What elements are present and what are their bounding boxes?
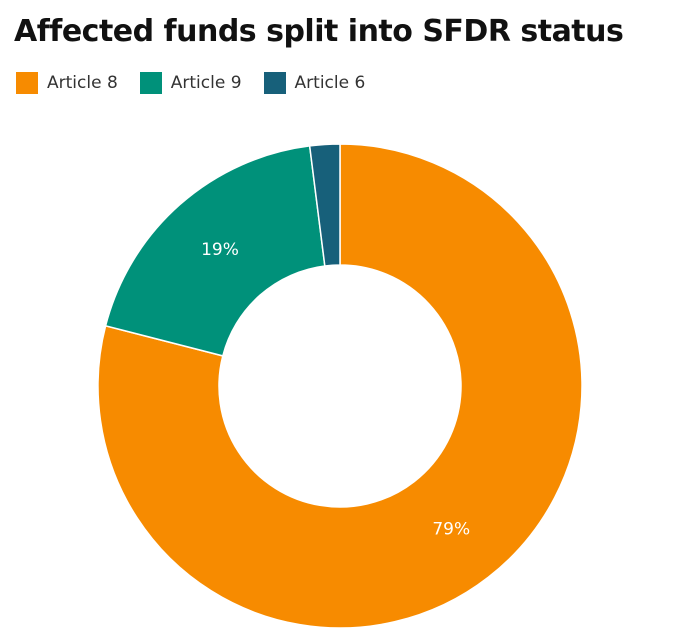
legend-item-article-8: Article 8 [16,72,118,94]
legend-swatch [263,72,286,94]
data-label-article-8: 79% [432,519,470,539]
legend-label: Article 6 [294,73,366,93]
legend-swatch [139,72,162,94]
legend-label: Article 8 [47,73,118,93]
donut-slice-article-9 [104,145,326,357]
chart-legend: Article 8 Article 9 Article 6 [16,72,365,94]
donut-slice-article-8 [97,143,583,629]
chart-title: Affected funds split into SFDR status [14,14,624,49]
legend-item-article-6: Article 6 [263,72,366,94]
legend-swatch [16,72,38,94]
legend-item-article-9: Article 9 [139,72,242,94]
legend-label: Article 9 [170,73,242,93]
donut-slice-article-6 [308,143,341,267]
data-label-article-9: 19% [201,240,239,260]
